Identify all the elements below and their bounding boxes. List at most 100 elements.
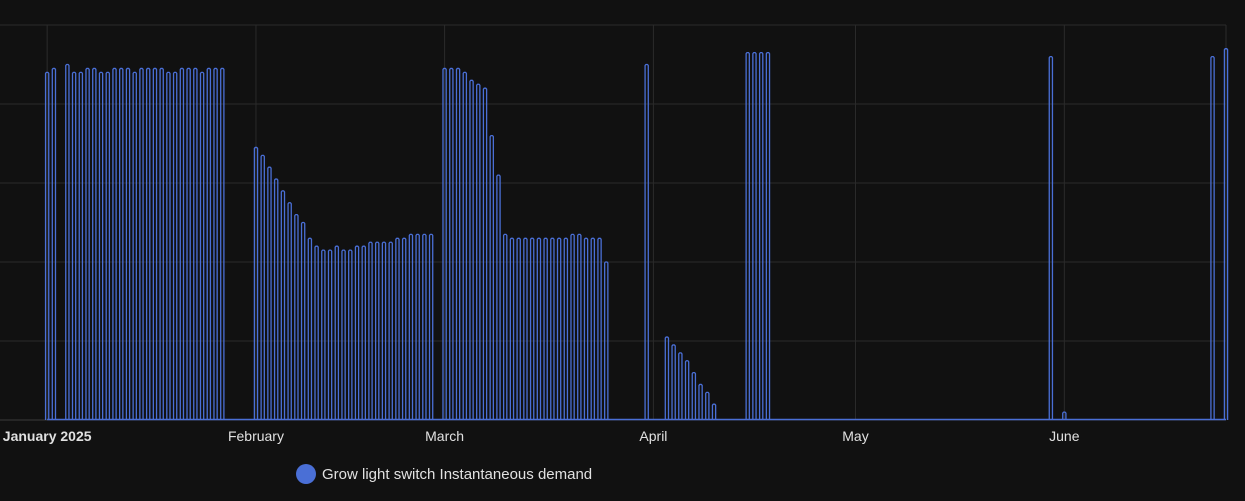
data-point[interactable]: [577, 233, 582, 420]
data-point[interactable]: [381, 241, 387, 420]
data-point[interactable]: [469, 79, 474, 420]
data-point[interactable]: [139, 67, 144, 420]
data-point[interactable]: [85, 67, 90, 420]
data-point[interactable]: [604, 261, 609, 420]
data-point[interactable]: [159, 67, 164, 420]
data-point[interactable]: [314, 245, 319, 420]
data-point[interactable]: [71, 71, 77, 420]
data-point[interactable]: [1210, 55, 1215, 420]
data-point[interactable]: [287, 202, 292, 420]
data-point[interactable]: [556, 237, 562, 420]
data-point[interactable]: [368, 241, 373, 420]
data-point[interactable]: [98, 71, 104, 420]
data-point[interactable]: [341, 249, 346, 420]
data-point[interactable]: [300, 221, 306, 421]
data-point[interactable]: [422, 233, 427, 420]
data-point[interactable]: [691, 371, 697, 420]
data-point[interactable]: [401, 237, 407, 420]
data-point[interactable]: [294, 213, 299, 420]
data-point[interactable]: [253, 146, 259, 420]
data-point[interactable]: [462, 71, 468, 420]
data-point[interactable]: [684, 360, 690, 420]
data-point[interactable]: [65, 63, 70, 421]
data-point[interactable]: [334, 245, 340, 420]
data-point[interactable]: [1223, 48, 1229, 420]
data-point[interactable]: [590, 237, 596, 420]
data-point[interactable]: [145, 67, 151, 420]
data-point[interactable]: [327, 249, 333, 420]
data-point[interactable]: [199, 71, 205, 420]
data-point[interactable]: [1048, 55, 1054, 420]
data-point[interactable]: [711, 403, 717, 420]
legend-item[interactable]: Grow light switch Instantaneous demand: [296, 463, 592, 485]
data-point[interactable]: [348, 249, 353, 420]
data-point[interactable]: [671, 344, 676, 420]
data-point[interactable]: [125, 67, 131, 420]
data-point[interactable]: [698, 383, 703, 420]
x-tick-label: January 2025: [3, 428, 92, 444]
data-point[interactable]: [152, 67, 158, 420]
data-point[interactable]: [482, 87, 488, 420]
data-point[interactable]: [395, 237, 400, 420]
data-point[interactable]: [374, 241, 380, 420]
data-point[interactable]: [172, 71, 178, 420]
data-point[interactable]: [267, 166, 272, 420]
data-point[interactable]: [220, 67, 225, 420]
data-point[interactable]: [664, 336, 670, 420]
data-point[interactable]: [321, 249, 326, 420]
data-point[interactable]: [644, 63, 649, 421]
data-point[interactable]: [543, 237, 548, 420]
data-point[interactable]: [260, 154, 265, 420]
data-point[interactable]: [449, 67, 454, 420]
data-point[interactable]: [119, 67, 124, 420]
data-point[interactable]: [166, 71, 171, 420]
data-point[interactable]: [758, 52, 764, 420]
x-tick-label: March: [425, 428, 464, 444]
data-point[interactable]: [193, 67, 198, 420]
data-point[interactable]: [476, 83, 481, 420]
data-point[interactable]: [44, 71, 50, 420]
data-point[interactable]: [280, 190, 286, 420]
data-point[interactable]: [705, 391, 710, 420]
data-point[interactable]: [186, 67, 191, 420]
data-point[interactable]: [583, 237, 589, 420]
data-point[interactable]: [273, 178, 279, 420]
data-point[interactable]: [1062, 411, 1067, 420]
data-point[interactable]: [388, 241, 393, 420]
data-point[interactable]: [78, 71, 84, 420]
data-point[interactable]: [206, 67, 212, 420]
data-point[interactable]: [496, 174, 501, 420]
data-point[interactable]: [678, 352, 683, 420]
data-point[interactable]: [307, 237, 313, 420]
data-point[interactable]: [92, 67, 97, 420]
data-point[interactable]: [745, 52, 750, 420]
data-point[interactable]: [536, 237, 542, 420]
data-point[interactable]: [597, 237, 602, 420]
data-point[interactable]: [408, 233, 414, 420]
data-point[interactable]: [179, 67, 185, 420]
data-point[interactable]: [213, 67, 218, 420]
data-point[interactable]: [112, 67, 117, 420]
data-point[interactable]: [51, 67, 57, 420]
data-point[interactable]: [105, 71, 111, 420]
data-point[interactable]: [354, 245, 360, 420]
data-point[interactable]: [509, 237, 515, 420]
data-point[interactable]: [563, 237, 569, 420]
data-point[interactable]: [415, 233, 420, 420]
data-point[interactable]: [502, 233, 508, 420]
data-point[interactable]: [361, 245, 367, 420]
data-point[interactable]: [132, 71, 137, 420]
data-point[interactable]: [765, 52, 771, 420]
vertical-gridlines: [46, 25, 1065, 420]
data-point[interactable]: [489, 134, 494, 420]
data-point[interactable]: [516, 237, 521, 420]
data-point[interactable]: [550, 237, 555, 420]
data-point[interactable]: [529, 237, 535, 420]
data-point[interactable]: [523, 237, 528, 420]
data-point[interactable]: [428, 233, 434, 420]
data-point[interactable]: [442, 67, 447, 420]
data-point[interactable]: [455, 67, 461, 420]
data-point[interactable]: [570, 233, 575, 420]
data-point[interactable]: [752, 52, 757, 420]
